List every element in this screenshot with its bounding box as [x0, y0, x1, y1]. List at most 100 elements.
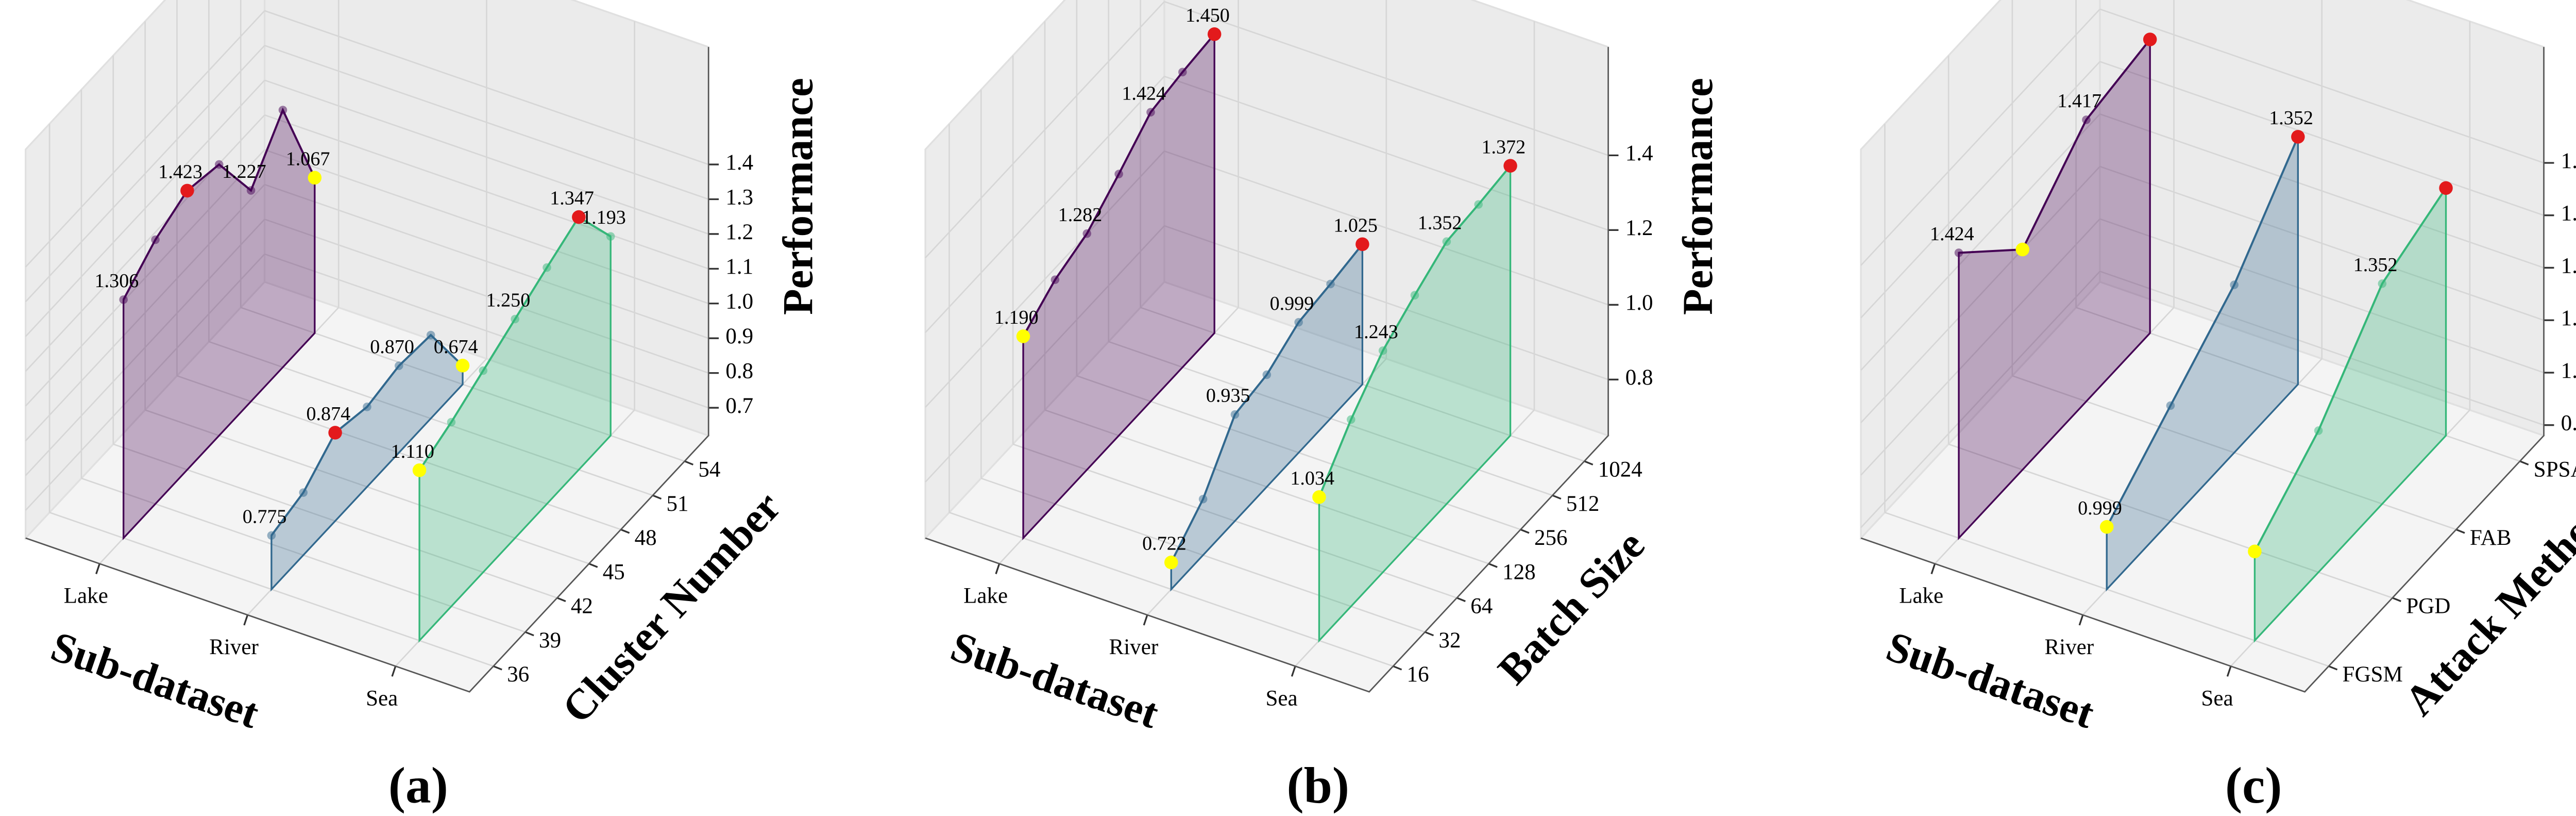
z-axis-label: Performance: [774, 78, 821, 315]
y-tick-mark: [2455, 528, 2465, 534]
y-tick-mark: [1584, 460, 1594, 465]
value-label: 1.450: [1185, 5, 1230, 26]
z-tick-label: 1.0: [725, 290, 753, 314]
data-point: [299, 488, 308, 497]
data-point: [1954, 248, 1963, 257]
y-tick-label: 64: [1470, 594, 1493, 619]
value-label: 1.347: [550, 188, 594, 209]
data-point: [412, 463, 427, 477]
data-point: [1230, 410, 1240, 419]
value-label: 0.722: [1142, 533, 1187, 555]
value-label: 1.372: [1481, 136, 1526, 158]
data-point: [2248, 544, 2262, 558]
y-tick-mark: [556, 597, 566, 602]
z-tick-label: 1.4: [1625, 141, 1653, 165]
value-label: 0.874: [306, 403, 350, 425]
y-tick-mark: [1425, 631, 1434, 637]
grid-line: [1860, 218, 2100, 476]
data-point: [278, 106, 287, 114]
x-tick-label: Sea: [1265, 687, 1297, 711]
series-line: [2253, 187, 2447, 552]
value-label: 1.352: [1418, 212, 1462, 234]
z-tick-label: 0.8: [1625, 365, 1653, 390]
y-tick-mark: [2328, 665, 2338, 671]
x-tick-mark: [243, 614, 249, 626]
y-tick-mark: [1552, 494, 1562, 500]
y-tick-label: FGSM: [2343, 662, 2403, 687]
panel-caption: (c): [2225, 757, 2282, 814]
data-point: [308, 171, 322, 185]
grid-line: [1860, 271, 2100, 528]
y-tick-mark: [2392, 597, 2401, 602]
data-point: [1178, 68, 1187, 77]
data-point: [479, 366, 488, 375]
value-label: 0.999: [1270, 293, 1314, 314]
y-tick-label: 16: [1407, 662, 1429, 687]
data-point: [1114, 170, 1123, 178]
data-point: [1016, 329, 1030, 343]
data-point: [2378, 279, 2387, 288]
x-tick-mark: [995, 563, 1001, 574]
z-tick-label: 0.8: [725, 359, 753, 384]
data-point: [1355, 237, 1369, 252]
z-tick-label: 1.3: [2561, 202, 2576, 226]
y-tick-label: 48: [635, 526, 657, 550]
data-point: [2099, 520, 2114, 534]
data-point: [2082, 115, 2091, 124]
y-tick-label: 32: [1438, 628, 1461, 653]
value-label: 1.190: [994, 307, 1039, 328]
y-tick-label: 39: [539, 628, 561, 653]
y-tick-label: 51: [666, 492, 688, 516]
y-tick-label: 128: [1502, 560, 1536, 584]
grid-line: [1860, 61, 2100, 319]
y-tick-mark: [2519, 460, 2529, 465]
axis-edge: [925, 47, 1609, 693]
z-tick-label: 1.2: [725, 220, 753, 244]
data-point: [606, 232, 615, 241]
x-tick-label: Lake: [64, 584, 108, 608]
z-tick-label: 1.3: [725, 185, 753, 209]
data-point: [1442, 237, 1451, 246]
x-tick-mark: [1291, 665, 1296, 677]
grid-line: [1860, 8, 2100, 266]
y-tick-label: 1024: [1598, 457, 1642, 481]
z-tick-label: 1.4: [725, 151, 753, 175]
y-tick-mark: [524, 631, 534, 637]
data-point: [1082, 229, 1092, 238]
x-tick-mark: [2078, 614, 2084, 626]
z-tick-label: 1.4: [2561, 149, 2576, 173]
value-label: 1.193: [582, 207, 626, 228]
data-point: [1207, 27, 1222, 41]
data-point: [2314, 426, 2323, 435]
data-point: [1474, 200, 1483, 209]
y-tick-mark: [620, 528, 630, 534]
data-point: [1050, 275, 1060, 284]
value-label: 1.424: [1122, 82, 1166, 104]
data-point: [1503, 159, 1517, 173]
z-tick-label: 1.2: [2561, 254, 2576, 278]
z-tick-label: 1.2: [1625, 216, 1653, 240]
data-point: [1312, 490, 1326, 504]
y-tick-label: 36: [507, 662, 529, 687]
grid-line: [1860, 113, 2100, 371]
data-point: [1262, 370, 1272, 379]
data-point: [1146, 108, 1155, 116]
data-point: [572, 210, 586, 224]
data-point: [180, 184, 194, 198]
data-point: [395, 361, 403, 370]
y-tick-label: 42: [571, 594, 593, 619]
data-point: [1294, 318, 1303, 327]
data-point: [267, 531, 276, 540]
data-point: [363, 403, 371, 411]
value-label: 1.423: [158, 161, 202, 182]
series-line: [2106, 136, 2299, 528]
y-tick-label: FAB: [2470, 526, 2512, 550]
z-tick-label: 1.1: [2561, 306, 2576, 330]
value-label: 1.034: [1290, 468, 1334, 489]
x-tick-mark: [1930, 563, 1936, 574]
y-tick-mark: [684, 460, 694, 465]
value-label: 1.352: [2353, 254, 2398, 276]
x-tick-label: Sea: [366, 687, 398, 711]
